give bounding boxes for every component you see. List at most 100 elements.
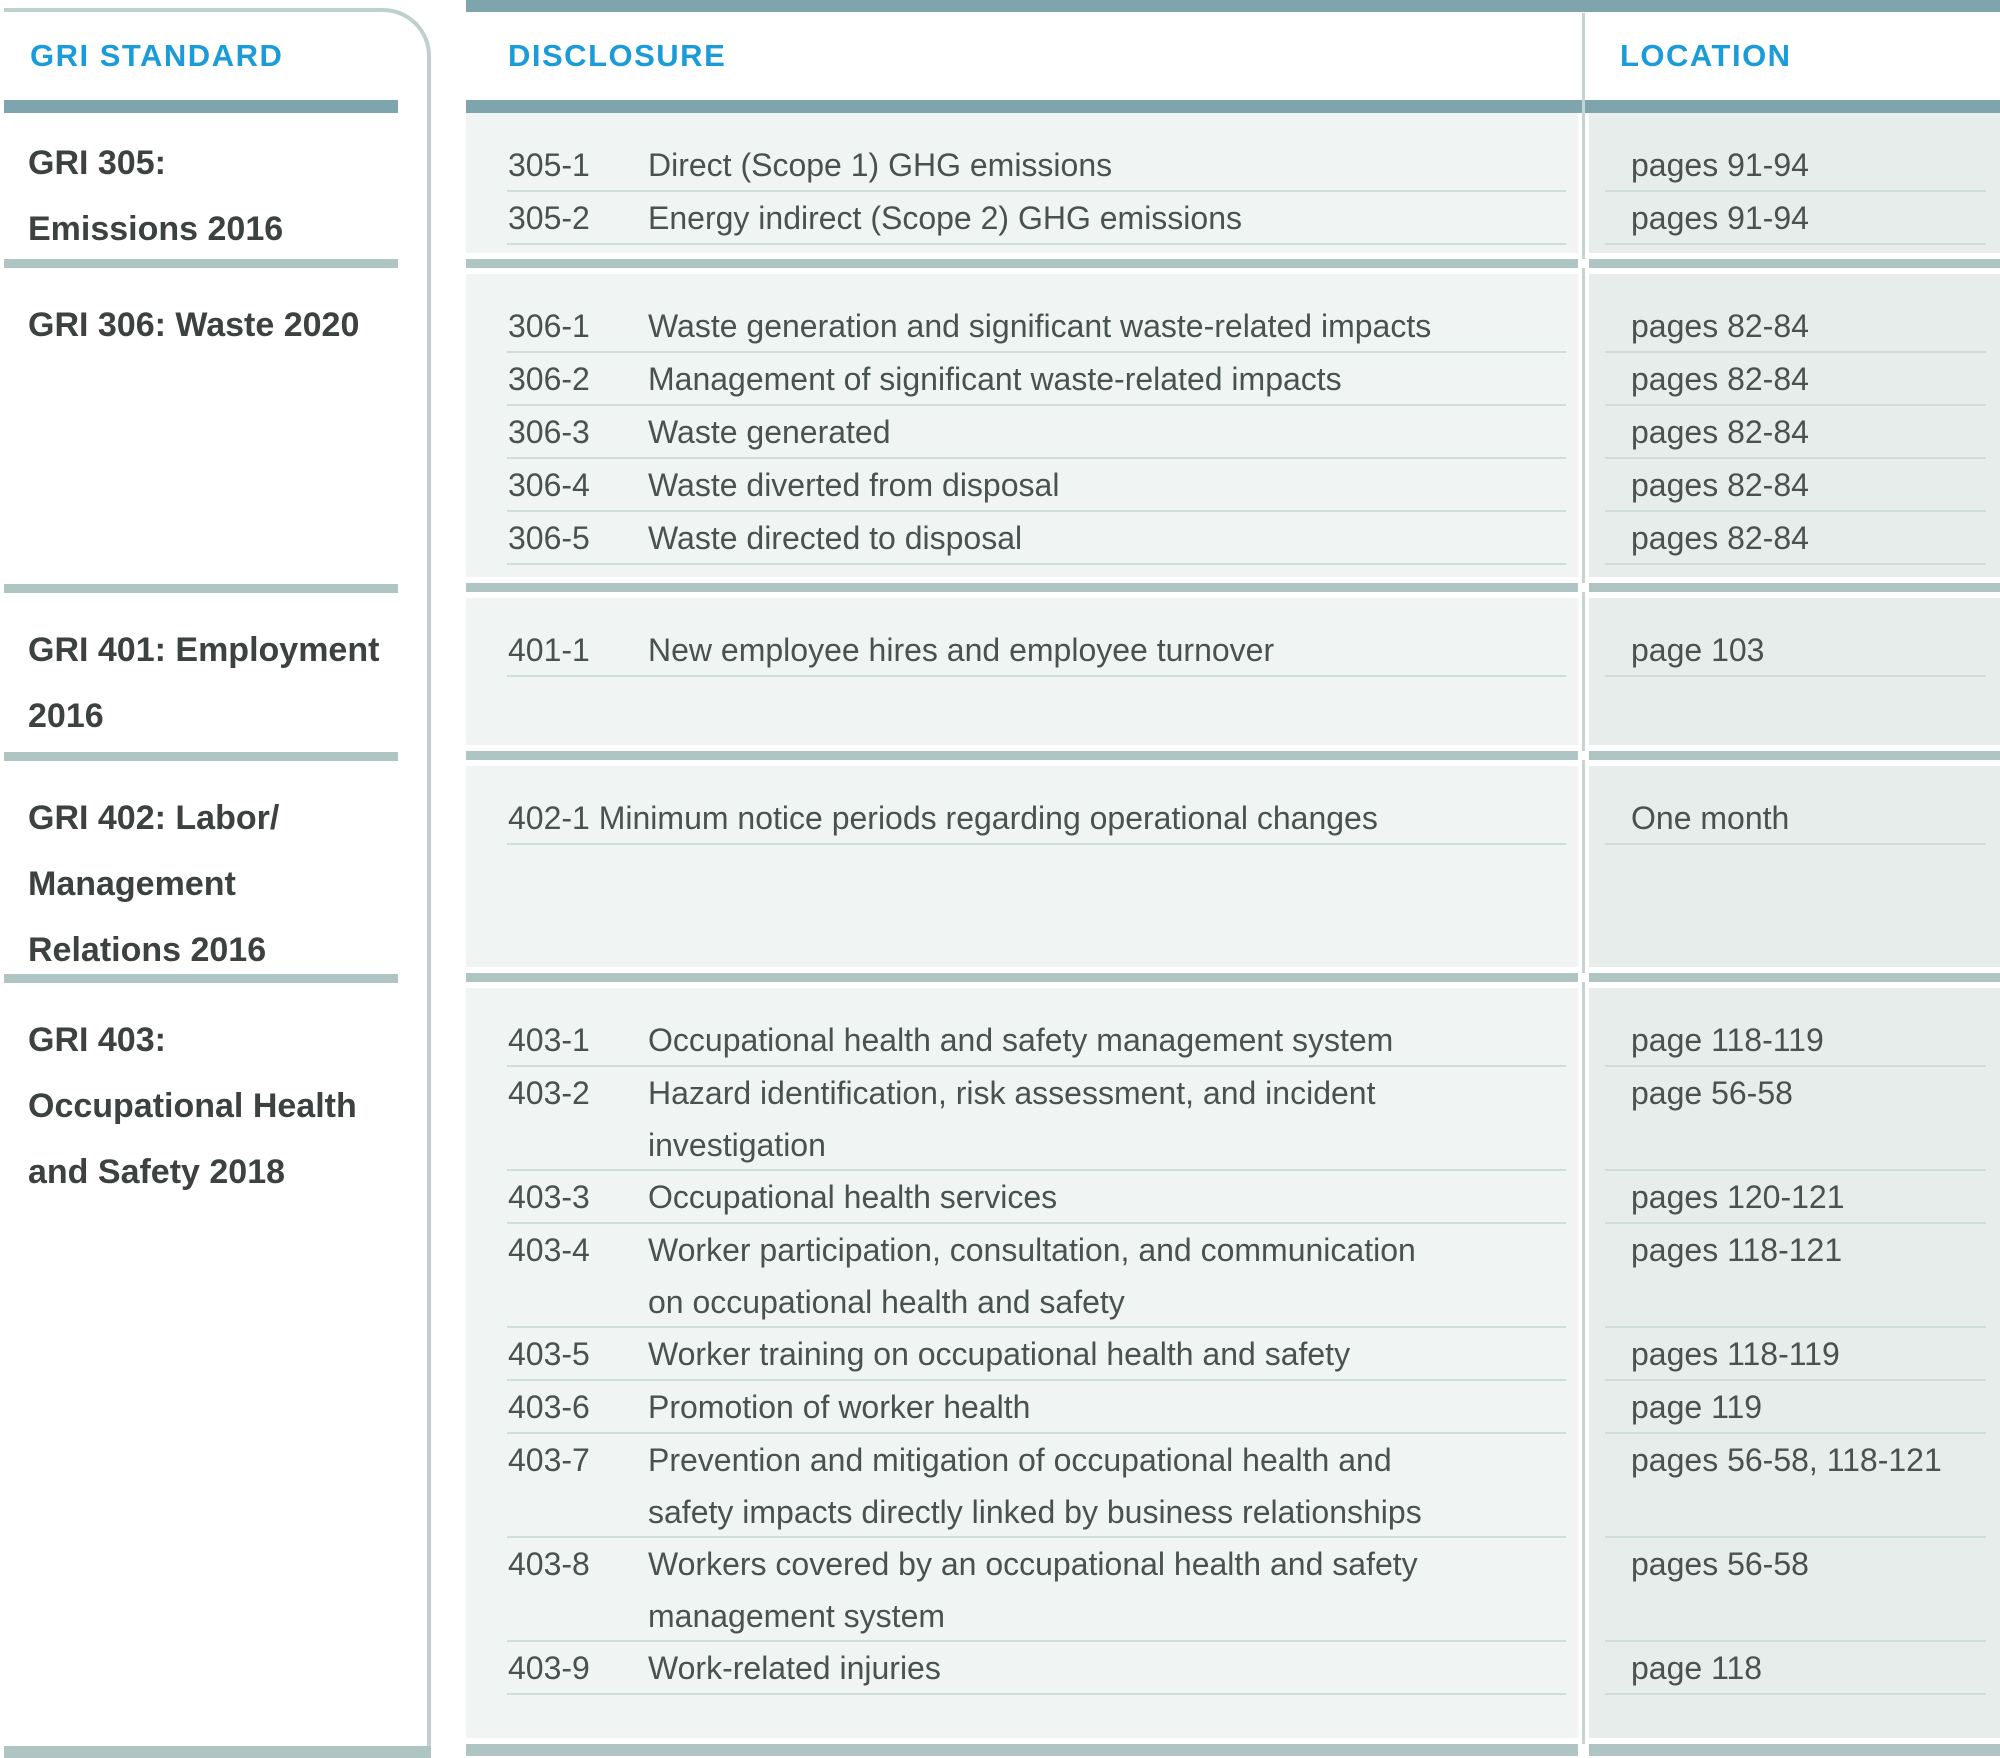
- location-cell: page 119: [1589, 1380, 2000, 1434]
- gri-standard-panel: GRI STANDARD GRI 305: Emissions 2016 GRI …: [4, 8, 431, 1746]
- disclosure-text-line: Prevention and mitigation of occupationa…: [648, 1441, 1392, 1478]
- standard-heading-line: Management: [28, 865, 236, 903]
- disclosure-code: 306-5: [508, 519, 590, 556]
- standard-heading-gri-306: GRI 306: Waste 2020: [28, 292, 408, 358]
- disclosure-cell: [466, 598, 1578, 625]
- standard-heading-line: 2016: [28, 697, 104, 735]
- disclosure-code: 403-5: [508, 1335, 590, 1372]
- disclosure-cell: [466, 766, 1578, 793]
- table-row: 306-1 Waste generation and significant wa…: [466, 299, 2000, 353]
- disclosure-text-line: Work-related injuries: [648, 1649, 941, 1686]
- location-cell: [1589, 112, 2000, 139]
- location-value: pages 56-58, 118-121: [1631, 1441, 1942, 1478]
- table-bottom-bar: [466, 1743, 2000, 1756]
- location-value: One month: [1631, 800, 1790, 837]
- disclosure-text: Worker training on occupational health a…: [648, 1328, 1568, 1380]
- disclosure-text: Hazard identification, risk assessment, …: [648, 1067, 1568, 1171]
- disclosure-text-line: Worker participation, consultation, and …: [648, 1231, 1416, 1268]
- location-value: pages 82-84: [1631, 360, 1809, 397]
- disclosure-text-line: safety impacts directly linked by busine…: [648, 1493, 1422, 1530]
- section-filler: [466, 564, 2000, 578]
- disclosure-text: Management of significant waste-related …: [648, 353, 1568, 405]
- location-value: pages 56-58: [1631, 1545, 1809, 1582]
- table-section-gri-403: 403-1 Occupational health and safety mana…: [466, 987, 2000, 1738]
- disclosure-cell: 403-7 Prevention and mitigation of occupa…: [466, 1433, 1578, 1538]
- disclosure-text-line: Waste generated: [648, 413, 891, 450]
- disclosure-text-line: Direct (Scope 1) GHG emissions: [648, 146, 1113, 183]
- disclosure-cell: 403-9 Work-related injuries: [466, 1641, 1578, 1695]
- standard-heading-gri-402: GRI 402: Labor/Management Relations 2016: [28, 785, 408, 983]
- location-cell: [1589, 1694, 2000, 1738]
- disclosure-code: 403-9: [508, 1649, 590, 1686]
- disclosure-cell: [466, 1694, 1578, 1738]
- location-value: pages 91-94: [1631, 146, 1809, 183]
- table-section-divider: [466, 258, 2000, 268]
- location-value: pages 82-84: [1631, 466, 1809, 503]
- disclosure-text-line: Energy indirect (Scope 2) GHG emissions: [648, 199, 1242, 236]
- section-top-padding: [466, 766, 2000, 793]
- disclosure-text-line: Workers covered by an occupational healt…: [648, 1545, 1418, 1582]
- disclosure-code: 306-2: [508, 360, 590, 397]
- table-section-gri-305: 305-1 Direct (Scope 1) GHG emissions pages…: [466, 112, 2000, 253]
- disclosure-text-line: management system: [648, 1597, 946, 1634]
- disclosure-text-line: Worker training on occupational health a…: [648, 1335, 1351, 1372]
- disclosure-cell: 403-6 Promotion of worker health: [466, 1380, 1578, 1434]
- disclosure-cell: [466, 845, 1578, 967]
- table-section-gri-306: 306-1 Waste generation and significant wa…: [466, 273, 2000, 578]
- table-row: 403-9 Work-related injuries page 118: [466, 1641, 2000, 1695]
- disclosure-text-line: Promotion of worker health: [648, 1388, 1031, 1425]
- table-section-divider: [466, 751, 2000, 761]
- standard-heading-line: Occupational Health: [28, 1087, 357, 1125]
- table-row: 306-2 Management of significant waste-rel…: [466, 352, 2000, 406]
- table-row: 305-1 Direct (Scope 1) GHG emissions pages…: [466, 138, 2000, 192]
- disclosure-cell: 403-5 Worker training on occupational hea…: [466, 1327, 1578, 1381]
- disclosure-cell: 306-1 Waste generation and significant wa…: [466, 299, 1578, 353]
- disclosure-text: Waste generation and significant waste-r…: [648, 300, 1568, 352]
- section-top-padding: [466, 598, 2000, 625]
- table-row: 403-8 Workers covered by an occupational …: [466, 1537, 2000, 1642]
- table-row: 403-7 Prevention and mitigation of occupa…: [466, 1433, 2000, 1538]
- standard-heading-line: GRI 402: Labor/: [28, 799, 280, 837]
- disclosure-text-line: Waste generation and significant waste-r…: [648, 307, 1432, 344]
- table-row: 403-4 Worker participation, consultation,…: [466, 1223, 2000, 1328]
- location-cell: [1589, 273, 2000, 300]
- disclosure-text: New employee hires and employee turnover: [648, 624, 1568, 676]
- disclosure-text: Waste directed to disposal: [648, 512, 1568, 564]
- location-cell: [1589, 244, 2000, 253]
- table-row: 401-1 New employee hires and employee tur…: [466, 624, 2000, 678]
- table-header-row: DISCLOSURE LOCATION: [466, 11, 2000, 100]
- location-cell: page 56-58: [1589, 1066, 2000, 1171]
- disclosure-table: DISCLOSURE LOCATION 305-1 Direct (Scope 1…: [466, 0, 2000, 1756]
- disclosure-column-header: DISCLOSURE: [508, 37, 727, 73]
- disclosure-code: 403-2: [508, 1074, 590, 1111]
- disclosure-cell: 305-1 Direct (Scope 1) GHG emissions: [466, 138, 1578, 192]
- location-cell: pages 56-58, 118-121: [1589, 1433, 2000, 1538]
- standard-heading-gri-401: GRI 401: Employment 2016: [28, 617, 408, 749]
- disclosure-text-line: Occupational health services: [648, 1178, 1058, 1215]
- section-top-padding: [466, 273, 2000, 300]
- disclosure-code: 306-3: [508, 413, 590, 450]
- disclosure-text: Occupational health and safety managemen…: [648, 1014, 1568, 1066]
- location-cell: pages 56-58: [1589, 1537, 2000, 1642]
- location-value: pages 82-84: [1631, 307, 1809, 344]
- location-cell: pages 91-94: [1589, 191, 2000, 245]
- disclosure-header-cell: DISCLOSURE: [466, 38, 1578, 74]
- table-section-gri-402: 402-1 Minimum notice periods regarding o…: [466, 766, 2000, 967]
- standard-panel-bottom-bar: [4, 1746, 431, 1758]
- disclosure-cell: 306-3 Waste generated: [466, 405, 1578, 459]
- table-row: 403-1 Occupational health and safety mana…: [466, 1013, 2000, 1067]
- location-cell: pages 118-121: [1589, 1223, 2000, 1328]
- location-cell: page 118-119: [1589, 1013, 2000, 1067]
- table-row: 403-3 Occupational health services pages 1…: [466, 1170, 2000, 1224]
- disclosure-text: Waste generated: [648, 406, 1568, 458]
- disclosure-cell: [466, 112, 1578, 139]
- standard-heading-line: Emissions 2016: [28, 210, 284, 248]
- disclosure-text-line: Occupational health and safety managemen…: [648, 1021, 1394, 1058]
- disclosure-location-divider-line: [1582, 13, 1585, 1746]
- disclosure-text-line: Waste directed to disposal: [648, 519, 1023, 556]
- disclosure-cell: 305-2 Energy indirect (Scope 2) GHG emiss…: [466, 191, 1578, 245]
- disclosure-cell: [466, 677, 1578, 746]
- location-cell: [1589, 564, 2000, 578]
- standard-heading-line: GRI 305:: [28, 144, 166, 182]
- standard-heading-line: and Safety 2018: [28, 1153, 286, 1191]
